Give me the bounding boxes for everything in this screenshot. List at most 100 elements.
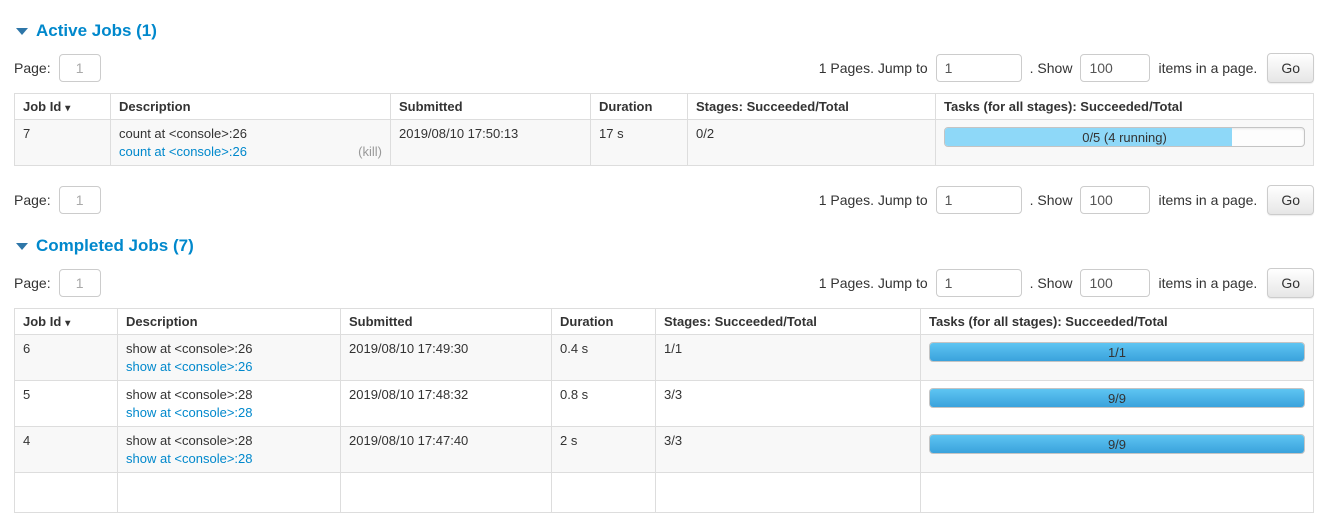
submitted-cell: 2019/08/10 17:47:40 xyxy=(340,426,552,473)
active-pagination-top: Page: 1 Pages. Jump to . Show items in a… xyxy=(14,53,1314,83)
page-number-input[interactable] xyxy=(58,186,101,214)
job-id-cell: 4 xyxy=(14,426,118,473)
description-cell: show at <console>:28 show at <console>:2… xyxy=(117,426,341,473)
completed-pagination-top: Page: 1 Pages. Jump to . Show items in a… xyxy=(14,268,1314,298)
duration-cell: 2 s xyxy=(551,426,656,473)
page-number-input[interactable] xyxy=(58,54,101,82)
description-text: count at <console>:26 xyxy=(119,126,247,141)
description-text: show at <console>:28 xyxy=(126,433,253,448)
active-jobs-title[interactable]: Active Jobs (1) xyxy=(16,21,1314,41)
table-row: 5 show at <console>:28 show at <console>… xyxy=(14,380,1314,427)
column-header-submitted[interactable]: Submitted xyxy=(390,93,591,120)
column-header-job-id[interactable]: Job Id ▾ xyxy=(14,308,118,335)
description-text: show at <console>:28 xyxy=(126,387,253,402)
column-header-tasks[interactable]: Tasks (for all stages): Succeeded/Total xyxy=(935,93,1314,120)
items-label: items in a page. xyxy=(1158,60,1258,76)
column-header-duration[interactable]: Duration xyxy=(590,93,688,120)
column-header-job-id[interactable]: Job Id ▾ xyxy=(14,93,111,120)
column-header-stages[interactable]: Stages: Succeeded/Total xyxy=(687,93,936,120)
items-label: items in a page. xyxy=(1158,275,1258,291)
collapse-arrow-icon xyxy=(16,242,28,250)
progress-fill-completed xyxy=(930,343,1304,361)
jump-to-page-input[interactable] xyxy=(935,186,1022,214)
page-label: Page: xyxy=(14,60,51,76)
description-cell: show at <console>:26 show at <console>:2… xyxy=(117,334,341,381)
column-header-description[interactable]: Description xyxy=(110,93,391,120)
submitted-cell: 2019/08/10 17:49:30 xyxy=(340,334,552,381)
show-label: . Show xyxy=(1029,192,1073,208)
duration-cell: 0.4 s xyxy=(551,334,656,381)
submitted-cell: 2019/08/10 17:50:13 xyxy=(390,119,591,166)
progress-fill-running xyxy=(945,128,1233,146)
tasks-cell: 1/1 xyxy=(920,334,1314,381)
description-cell: show at <console>:28 show at <console>:2… xyxy=(117,380,341,427)
show-label: . Show xyxy=(1029,275,1073,291)
job-detail-link[interactable]: count at <console>:26 xyxy=(119,144,247,159)
items-per-page-input[interactable] xyxy=(1080,269,1151,297)
job-id-cell: 6 xyxy=(14,334,118,381)
table-row: 6 show at <console>:26 show at <console>… xyxy=(14,334,1314,381)
progress-label: 9/9 xyxy=(1107,436,1127,452)
tasks-progress-bar: 0/5 (4 running) xyxy=(944,127,1305,147)
stages-cell: 1/1 xyxy=(655,334,921,381)
kill-job-link[interactable]: (kill) xyxy=(358,144,382,159)
column-header-duration[interactable]: Duration xyxy=(551,308,656,335)
completed-table-header-row: Job Id ▾ Description Submitted Duration S… xyxy=(14,308,1314,335)
active-table-header-row: Job Id ▾ Description Submitted Duration S… xyxy=(14,93,1314,120)
table-row: 7 count at <console>:26 count at <consol… xyxy=(14,119,1314,166)
stages-cell: 0/2 xyxy=(687,119,936,166)
tasks-cell: 9/9 xyxy=(920,426,1314,473)
collapse-arrow-icon xyxy=(16,27,28,35)
job-detail-link[interactable]: show at <console>:26 xyxy=(126,359,253,374)
tasks-progress-bar: 1/1 xyxy=(929,342,1305,362)
tasks-cell: 9/9 xyxy=(920,380,1314,427)
page-label: Page: xyxy=(14,192,51,208)
job-id-cell: 7 xyxy=(14,119,111,166)
go-button[interactable]: Go xyxy=(1267,268,1314,298)
show-label: . Show xyxy=(1029,60,1073,76)
jump-to-page-input[interactable] xyxy=(935,54,1022,82)
duration-cell: 17 s xyxy=(590,119,688,166)
pages-jump-label: 1 Pages. Jump to xyxy=(818,60,928,76)
active-jobs-title-label: Active Jobs (1) xyxy=(36,21,157,40)
column-header-tasks[interactable]: Tasks (for all stages): Succeeded/Total xyxy=(920,308,1314,335)
tasks-cell: 0/5 (4 running) xyxy=(935,119,1314,166)
column-header-submitted[interactable]: Submitted xyxy=(340,308,552,335)
active-jobs-table: Job Id ▾ Description Submitted Duration S… xyxy=(14,93,1314,166)
tasks-progress-bar: 9/9 xyxy=(929,434,1305,454)
items-per-page-input[interactable] xyxy=(1080,54,1151,82)
duration-cell: 0.8 s xyxy=(551,380,656,427)
progress-label: 9/9 xyxy=(1107,390,1127,406)
pages-jump-label: 1 Pages. Jump to xyxy=(818,275,928,291)
go-button[interactable]: Go xyxy=(1267,185,1314,215)
table-row: 4 show at <console>:28 show at <console>… xyxy=(14,426,1314,473)
stages-cell: 3/3 xyxy=(655,380,921,427)
progress-fill-completed xyxy=(930,435,1304,453)
progress-fill-completed xyxy=(930,389,1304,407)
completed-jobs-title[interactable]: Completed Jobs (7) xyxy=(16,236,1314,256)
submitted-cell: 2019/08/10 17:48:32 xyxy=(340,380,552,427)
column-header-stages[interactable]: Stages: Succeeded/Total xyxy=(655,308,921,335)
job-detail-link[interactable]: show at <console>:28 xyxy=(126,451,253,466)
stages-cell: 3/3 xyxy=(655,426,921,473)
sort-desc-icon: ▾ xyxy=(65,318,71,329)
description-cell: count at <console>:26 count at <console>… xyxy=(110,119,391,166)
page-container: Active Jobs (1) Page: 1 Pages. Jump to .… xyxy=(0,21,1328,513)
page-number-input[interactable] xyxy=(58,269,101,297)
jump-to-page-input[interactable] xyxy=(935,269,1022,297)
progress-label: 0/5 (4 running) xyxy=(1082,129,1167,145)
items-per-page-input[interactable] xyxy=(1080,186,1151,214)
items-label: items in a page. xyxy=(1158,192,1258,208)
description-text: show at <console>:26 xyxy=(126,341,253,356)
completed-jobs-table: Job Id ▾ Description Submitted Duration S… xyxy=(14,308,1314,513)
job-id-cell: 5 xyxy=(14,380,118,427)
job-detail-link[interactable]: show at <console>:28 xyxy=(126,405,253,420)
completed-jobs-title-label: Completed Jobs (7) xyxy=(36,236,194,255)
table-row-partial xyxy=(14,472,1314,513)
column-header-description[interactable]: Description xyxy=(117,308,341,335)
sort-desc-icon: ▾ xyxy=(65,103,71,114)
go-button[interactable]: Go xyxy=(1267,53,1314,83)
pages-jump-label: 1 Pages. Jump to xyxy=(818,192,928,208)
progress-label: 1/1 xyxy=(1107,344,1127,360)
active-pagination-bottom: Page: 1 Pages. Jump to . Show items in a… xyxy=(14,185,1314,215)
